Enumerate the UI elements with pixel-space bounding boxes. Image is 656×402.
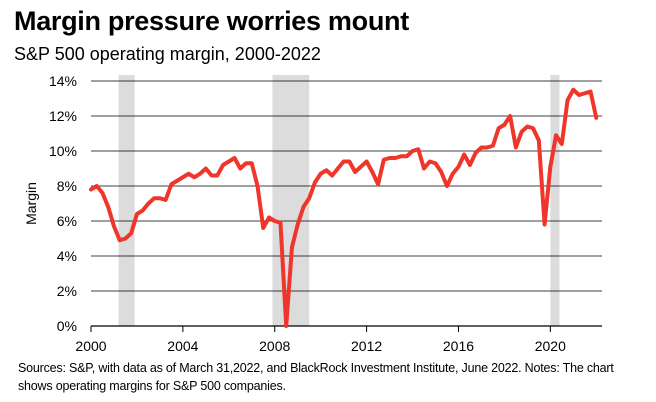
x-tick-label: 2012 (351, 338, 382, 354)
chart-title: Margin pressure worries mount (14, 6, 409, 36)
chart-subtitle: S&P 500 operating margin, 2000-2022 (14, 44, 321, 64)
y-tick-label: 12% (49, 108, 77, 124)
y-tick-label: 8% (57, 178, 77, 194)
footnote: Sources: S&P, with data as of March 31,2… (18, 361, 614, 393)
recession-band-0 (118, 75, 135, 326)
x-tick-label: 2016 (443, 338, 474, 354)
x-tick-label: 2000 (75, 338, 106, 354)
series-group (89, 87, 599, 328)
x-axis-ticks: 2000 2004 2008 2012 2016 2020 (75, 326, 566, 354)
y-axis-ticks: 0% 2% 4% 6% 8% 10% 12% 14% (49, 73, 77, 334)
x-tick-label: 2008 (259, 338, 290, 354)
y-tick-label: 6% (57, 213, 77, 229)
x-tick-label: 2004 (167, 338, 198, 354)
x-tick-label: 2020 (535, 338, 566, 354)
y-tick-label: 2% (57, 283, 77, 299)
y-tick-label: 14% (49, 73, 77, 89)
recession-band-2 (550, 75, 560, 326)
gridlines (91, 80, 602, 327)
recession-shading-group (118, 75, 560, 326)
y-tick-label: 10% (49, 143, 77, 159)
series-line-0 (89, 87, 599, 328)
y-axis-label: Margin (23, 182, 39, 225)
y-tick-label: 4% (57, 248, 77, 264)
y-tick-label: 0% (57, 318, 77, 334)
